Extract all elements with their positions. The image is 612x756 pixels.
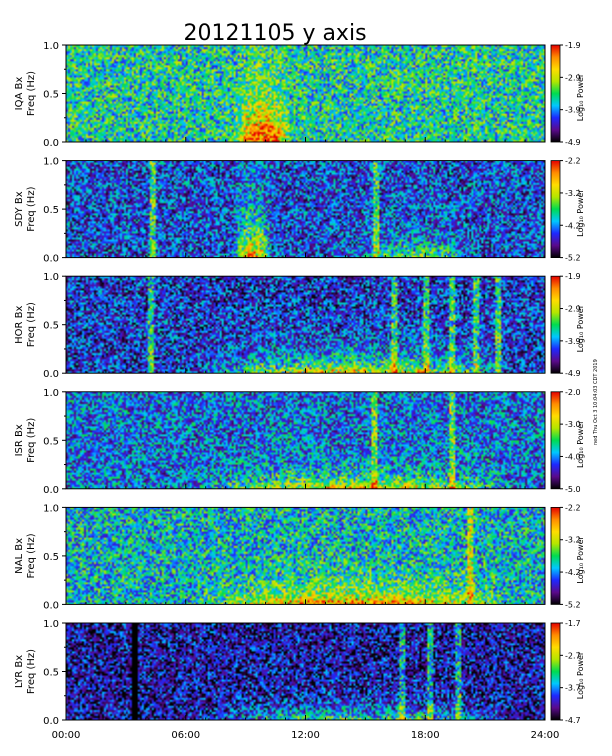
- y-axis-label: Freq (Hz): [26, 533, 37, 578]
- y-axis-label: Freq (Hz): [26, 302, 37, 347]
- timestamp-note: ned Thu Oct 3 10:04:03 CDT 2019: [593, 359, 599, 445]
- panel-sdy: 0.0 0.5 1.0 SDY Bx Freq (Hz) -2.2 -3.2 -4.2 -5.2…: [14, 157, 585, 265]
- y-tick-label: 0.0: [43, 485, 59, 496]
- y-axis-label: LYR Bx: [14, 655, 25, 688]
- colorbar-tick-label: -1.9: [565, 272, 581, 281]
- spectrogram-image: [66, 160, 545, 258]
- colorbar-label: Log₁₀ Power: [576, 651, 585, 699]
- y-axis-label: HOR Bx: [14, 305, 25, 343]
- colorbar-tick-label: -4.9: [565, 369, 581, 378]
- colorbar-tick-label: -4.0: [565, 452, 581, 461]
- colorbar-label: Log₁₀ Power: [576, 73, 585, 121]
- spectrogram-image: [66, 276, 545, 374]
- colorbar: [550, 506, 561, 605]
- y-axis-label: ISR Bx: [14, 424, 25, 456]
- y-tick-label: 0.0: [43, 716, 59, 727]
- colorbar: [550, 622, 561, 721]
- colorbar-tick-label: -2.7: [565, 651, 581, 660]
- colorbar: [550, 391, 561, 490]
- spectrogram-image: [66, 623, 545, 720]
- panel-hor: 0.0 0.5 1.0 HOR Bx Freq (Hz) -1.9 -2.9 -3.9 -4.9…: [14, 272, 585, 380]
- spectrogram-image: [66, 507, 545, 605]
- colorbar-tick-label: -2.9: [565, 73, 581, 82]
- colorbar-tick-label: -2.2: [565, 157, 581, 166]
- y-tick-label: 0.5: [43, 552, 59, 563]
- colorbar-tick-label: -3.9: [565, 337, 581, 346]
- spectrogram-image: [66, 391, 545, 489]
- y-tick-label: 0.0: [43, 138, 59, 149]
- panel-iqa: 0.0 0.5 1.0 IQA Bx Freq (Hz) -1.9 -2.9 -3.9 -4.9…: [14, 41, 585, 149]
- y-axis-label: SDY Bx: [14, 191, 25, 227]
- panel-isr: 0.0 0.5 1.0 ISR Bx Freq (Hz) -2.0 -3.0 -4.0 -5.0…: [14, 388, 585, 496]
- colorbar: [550, 44, 561, 143]
- x-tick-label: 12:00: [291, 730, 320, 741]
- y-axis-label: Freq (Hz): [26, 649, 37, 694]
- panel-nal: 0.0 0.5 1.0 NAL Bx Freq (Hz) -2.2 -3.2 -4.2 -5.2…: [14, 503, 585, 611]
- figure-title: 20121105 y axis: [183, 21, 366, 46]
- colorbar-tick-label: -2.0: [565, 388, 581, 397]
- colorbar-tick-label: -1.9: [565, 41, 581, 50]
- colorbar-tick-label: -3.2: [565, 536, 581, 545]
- y-axis-label: NAL Bx: [14, 538, 25, 574]
- colorbar-label: Log₁₀ Power: [576, 420, 585, 468]
- colorbar-tick-label: -2.9: [565, 305, 581, 314]
- y-tick-label: 0.0: [43, 369, 59, 380]
- y-tick-label: 0.5: [43, 321, 59, 332]
- colorbar-tick-label: -2.2: [565, 503, 581, 512]
- y-axis-label: IQA Bx: [14, 77, 25, 111]
- colorbar: [550, 275, 561, 374]
- colorbar: [550, 160, 561, 259]
- y-tick-label: 1.0: [43, 388, 59, 399]
- y-tick-label: 0.0: [43, 254, 59, 265]
- panel-lyr: 0.0 0.5 1.0 LYR Bx Freq (Hz) -1.7 -2.7 -3.7 -4.7…: [14, 619, 585, 727]
- colorbar-label: Log₁₀ Power: [576, 304, 585, 352]
- y-tick-label: 0.5: [43, 668, 59, 679]
- colorbar-tick-label: -5.0: [565, 485, 581, 494]
- x-tick-label: 00:00: [52, 730, 81, 741]
- colorbar-label: Log₁₀ Power: [576, 535, 585, 583]
- y-tick-label: 0.5: [43, 205, 59, 216]
- y-tick-label: 1.0: [43, 619, 59, 630]
- y-axis-label: Freq (Hz): [26, 186, 37, 231]
- colorbar-label: Log₁₀ Power: [576, 189, 585, 237]
- colorbar-tick-label: -3.0: [565, 420, 581, 429]
- y-tick-label: 0.5: [43, 436, 59, 447]
- y-axis-label: Freq (Hz): [26, 71, 37, 116]
- y-tick-label: 1.0: [43, 157, 59, 168]
- y-tick-label: 0.0: [43, 600, 59, 611]
- x-tick-label: 24:00: [531, 730, 560, 741]
- y-tick-label: 1.0: [43, 272, 59, 283]
- colorbar-tick-label: -1.7: [565, 619, 581, 628]
- spectrogram-image: [66, 45, 545, 142]
- colorbar-tick-label: -4.2: [565, 221, 581, 230]
- colorbar-tick-label: -4.7: [565, 716, 581, 725]
- colorbar-tick-label: -5.2: [565, 254, 581, 263]
- x-tick-label: 18:00: [411, 730, 440, 741]
- colorbar-tick-label: -3.9: [565, 106, 581, 115]
- colorbar-tick-label: -4.9: [565, 138, 581, 147]
- y-tick-label: 0.5: [43, 90, 59, 101]
- y-tick-label: 1.0: [43, 41, 59, 52]
- x-tick-label: 06:00: [171, 730, 200, 741]
- colorbar-tick-label: -3.7: [565, 684, 581, 693]
- y-tick-label: 1.0: [43, 503, 59, 514]
- y-axis-label: Freq (Hz): [26, 418, 37, 463]
- colorbar-tick-label: -5.2: [565, 600, 581, 609]
- colorbar-tick-label: -3.2: [565, 189, 581, 198]
- colorbar-tick-label: -4.2: [565, 568, 581, 577]
